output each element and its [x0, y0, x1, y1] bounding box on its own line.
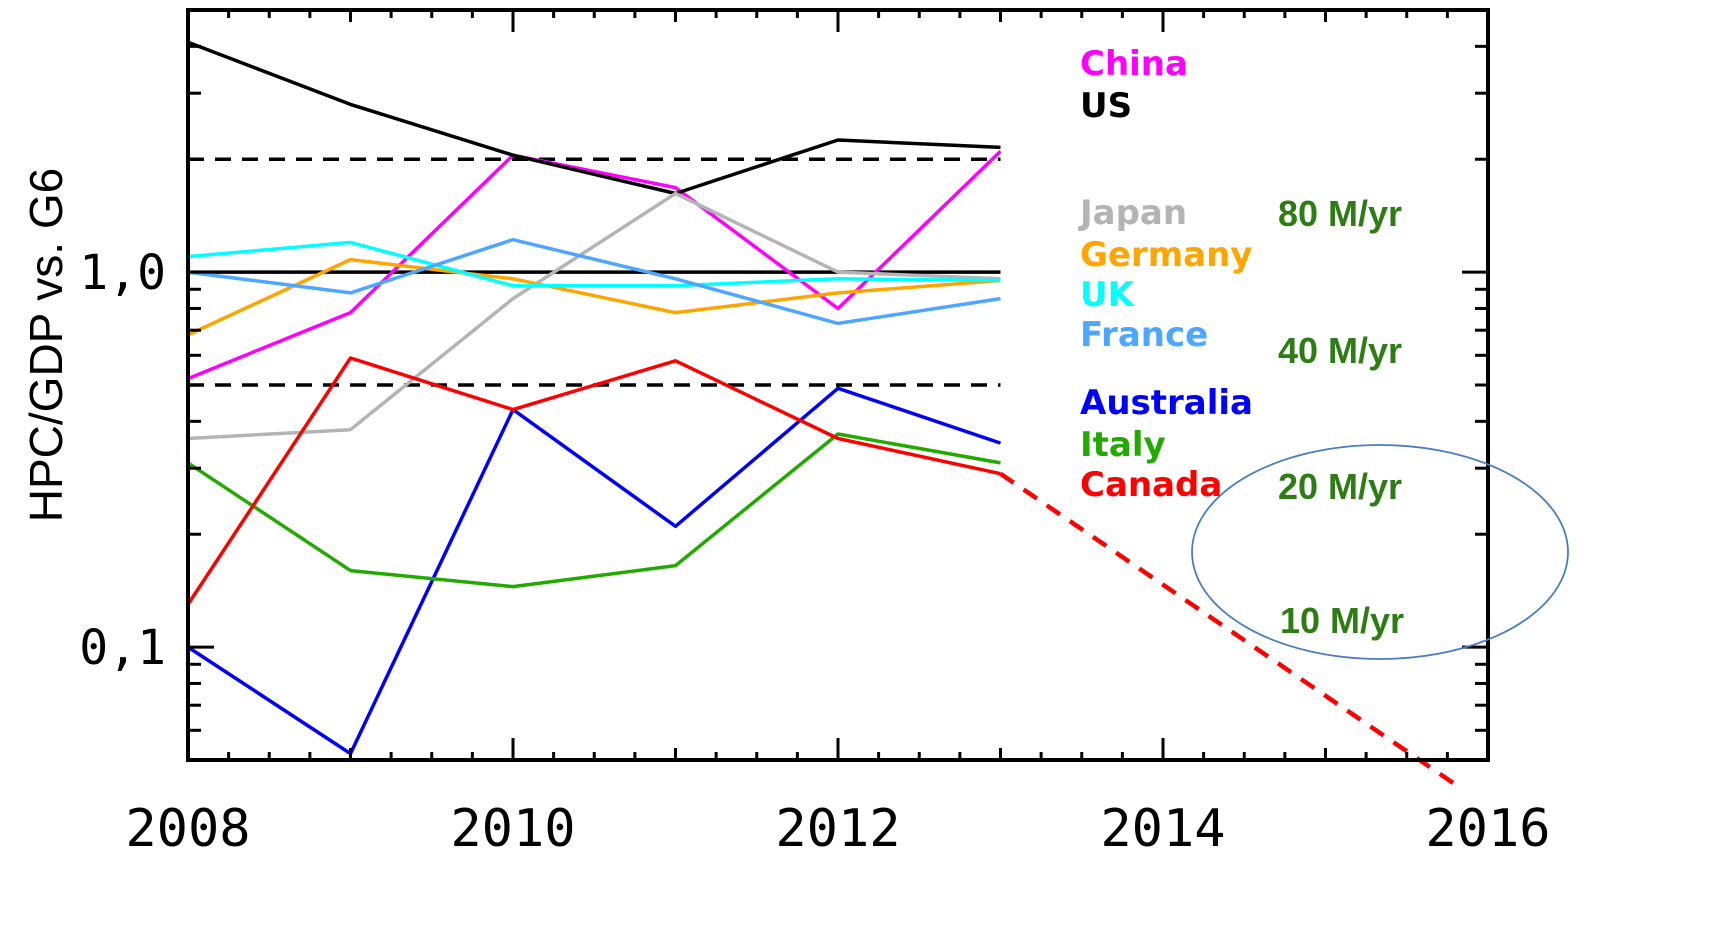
y-axis-label: HPC/GDP vs. G6: [20, 168, 72, 522]
x-tick-label-2012: 2012: [775, 799, 900, 859]
canada-projection-line: [999, 471, 1457, 787]
legend-item-japan: Japan: [1078, 193, 1187, 233]
axis-ticks: [186, 8, 1490, 762]
legend-item-italy: Italy: [1080, 425, 1166, 465]
legend-item-china: China: [1080, 44, 1188, 84]
series-line-uk: [187, 240, 1001, 288]
series-line-china: [187, 150, 1002, 381]
series-line-us: [187, 40, 1001, 196]
x-tick-label-2014: 2014: [1100, 799, 1225, 859]
x-tick-label-2016: 2016: [1425, 799, 1550, 859]
legend-item-germany: Germany: [1080, 235, 1252, 275]
highlight-ellipse: [1191, 444, 1569, 660]
x-tick-label-2010: 2010: [450, 799, 575, 859]
series-lines: [186, 40, 1002, 756]
series-line-canada: [186, 356, 1001, 606]
series-line-australia: [187, 386, 1002, 756]
cost-annotation: 20 M/yr: [1278, 466, 1402, 507]
cost-annotations: 80 M/yr 40 M/yr 20 M/yr 10 M/yr: [1278, 193, 1404, 641]
legend-item-australia: Australia: [1080, 383, 1253, 423]
legend-item-us: US: [1080, 86, 1132, 126]
x-tick-labels: 2008 2010 2012 2014 2016: [125, 799, 1550, 859]
projection-layer: [999, 471, 1457, 787]
series-line-japan: [187, 191, 1001, 441]
legend-item-france: France: [1080, 315, 1208, 355]
y-tick-labels: 0,1 1,0: [79, 245, 166, 676]
x-tick-label-2008: 2008: [125, 799, 250, 859]
legend-item-uk: UK: [1080, 275, 1136, 315]
y-tick-label: 1,0: [79, 245, 166, 301]
cost-annotation: 10 M/yr: [1280, 600, 1404, 641]
series-line-italy: [187, 432, 1001, 589]
legend-item-canada: Canada: [1080, 465, 1222, 505]
cost-annotation: 80 M/yr: [1278, 193, 1402, 234]
series-line-france: [187, 237, 1001, 326]
series-line-germany: [187, 257, 1001, 337]
y-tick-label: 0,1: [79, 620, 166, 676]
cost-annotation: 40 M/yr: [1278, 330, 1402, 371]
